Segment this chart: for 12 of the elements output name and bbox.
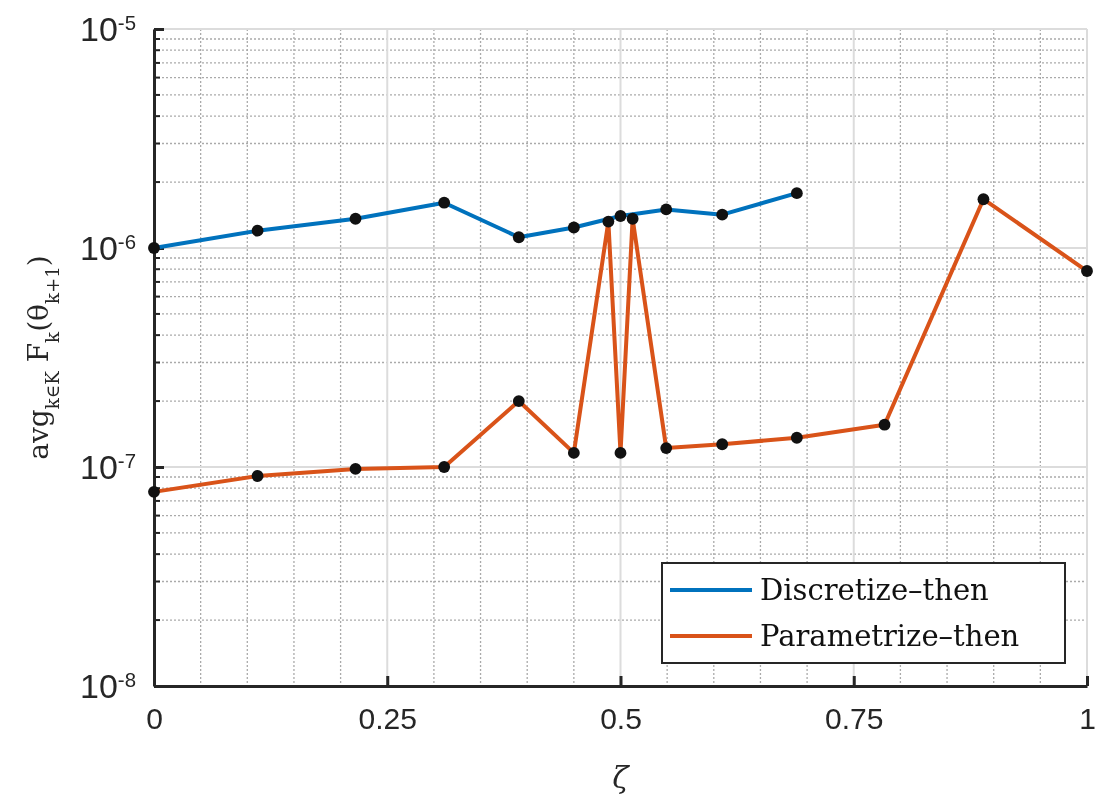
y-tick-label: 10$^{-6}$ (80, 229, 136, 268)
x-tick-label: 0.25 (358, 702, 417, 736)
x-axis-title: ζ (612, 760, 631, 795)
x-tick-label: 1 (1079, 702, 1096, 736)
y-tick-label: 10$^{-5}$ (80, 10, 136, 49)
y-tick-label: 10$^{-8}$ (80, 667, 136, 706)
x-tick-label: 0 (146, 702, 163, 736)
x-tick-label: 0.5 (600, 702, 642, 736)
x-tick-label: 0.75 (825, 702, 884, 736)
legend-label: Parametrize–then (760, 619, 1020, 654)
legend-label: Discretize–then (760, 573, 989, 608)
y-tick-label: 10$^{-7}$ (80, 448, 136, 487)
